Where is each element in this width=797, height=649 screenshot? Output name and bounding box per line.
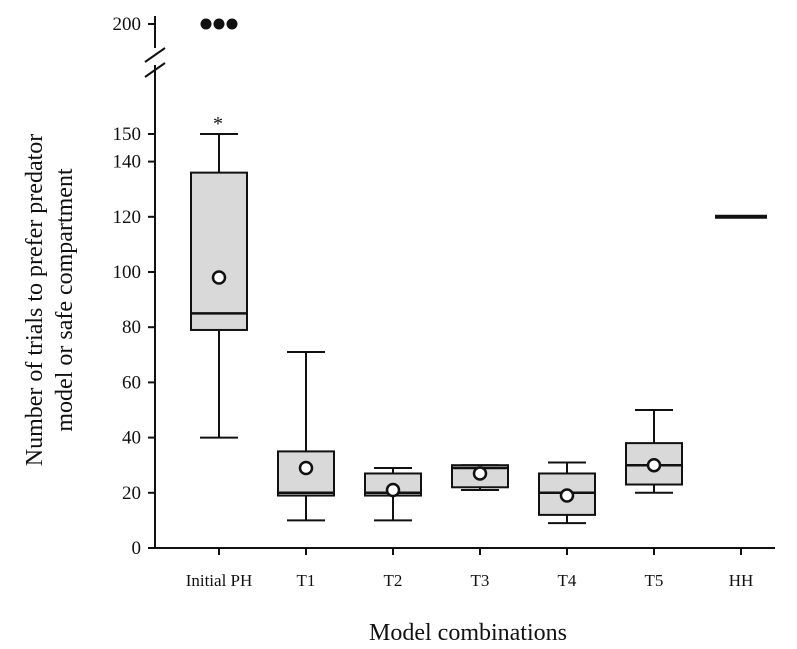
- x-tick-label: HH: [729, 571, 754, 590]
- x-tick-label: T4: [558, 571, 577, 590]
- outlier-point: [213, 18, 225, 30]
- y-tick-label: 200: [113, 14, 142, 35]
- y-tick-label: 120: [113, 207, 142, 228]
- x-axis-title: Model combinations: [369, 620, 567, 646]
- significance-annotation: *: [213, 113, 223, 135]
- mean-marker: [385, 482, 401, 498]
- x-tick-label: T2: [384, 571, 403, 590]
- mean-marker: [211, 270, 227, 285]
- y-tick-label: 80: [122, 317, 141, 338]
- iqr-box: [190, 171, 248, 331]
- outlier-point: [226, 18, 238, 30]
- axis-break-mark: [144, 47, 166, 63]
- y-tick-label: 40: [122, 428, 141, 449]
- mean-marker: [559, 488, 575, 503]
- outlier-point: [200, 18, 212, 30]
- mean-marker: [298, 460, 314, 476]
- mean-marker: [646, 457, 662, 473]
- mean-marker: [472, 466, 488, 481]
- y-tick-label: 0: [132, 538, 142, 559]
- y-tick-label: 60: [122, 372, 141, 393]
- x-tick-label: T5: [645, 571, 664, 590]
- y-axis-title-line-2: model or safe compartment: [52, 168, 78, 432]
- plot-area: 0 20 40 60 80 100 120 140 150 200 Initial PH T1 T2 T3…: [113, 14, 775, 590]
- y-tick-label: 140: [113, 152, 142, 173]
- y-axis-title: Number of trials to prefer predator mode…: [22, 134, 78, 467]
- axis-break-mark: [144, 62, 166, 78]
- x-tick-label: T3: [471, 571, 490, 590]
- x-tick-label: Initial PH: [186, 571, 253, 590]
- y-axis-title-line-1: Number of trials to prefer predator: [22, 134, 48, 467]
- y-tick-label: 150: [113, 124, 142, 145]
- x-tick-label: T1: [297, 571, 316, 590]
- y-tick-label: 20: [122, 483, 141, 504]
- iqr-box: [538, 472, 596, 516]
- y-tick-label: 100: [113, 262, 142, 283]
